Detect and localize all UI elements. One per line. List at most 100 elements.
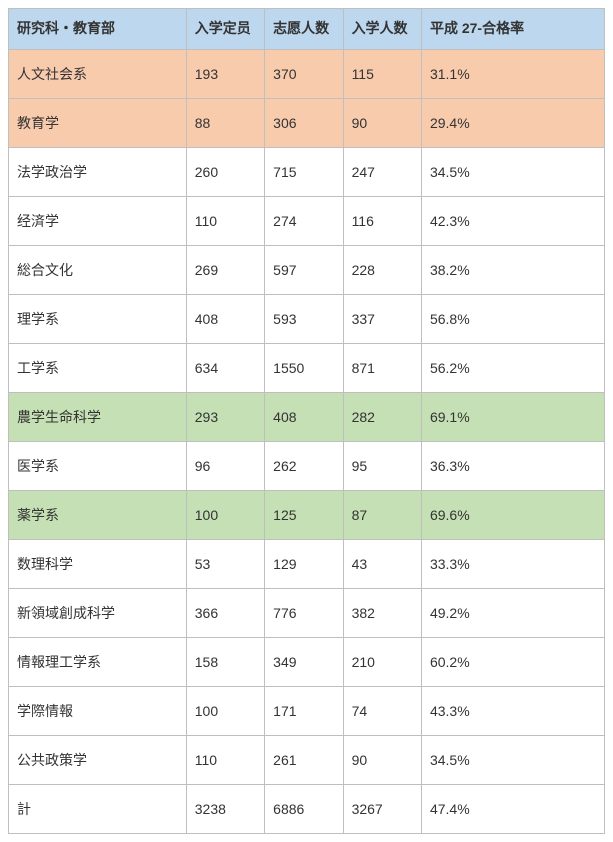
cell-rate: 34.5% bbox=[421, 735, 604, 784]
table-body: 人文社会系19337011531.1%教育学883069029.4%法学政治学2… bbox=[9, 49, 605, 833]
cell-dept: 经済学 bbox=[9, 196, 187, 245]
cell-rate: 31.1% bbox=[421, 49, 604, 98]
cell-enrolled: 95 bbox=[343, 441, 421, 490]
cell-rate: 43.3% bbox=[421, 686, 604, 735]
cell-capacity: 100 bbox=[186, 686, 264, 735]
cell-rate: 69.1% bbox=[421, 392, 604, 441]
table-row: 情報理工学系15834921060.2% bbox=[9, 637, 605, 686]
cell-applicants: 262 bbox=[265, 441, 343, 490]
cell-rate: 47.4% bbox=[421, 784, 604, 833]
cell-capacity: 408 bbox=[186, 294, 264, 343]
cell-applicants: 408 bbox=[265, 392, 343, 441]
table-row: 薬学系1001258769.6% bbox=[9, 490, 605, 539]
cell-enrolled: 871 bbox=[343, 343, 421, 392]
table-row: 農学生命科学29340828269.1% bbox=[9, 392, 605, 441]
cell-dept: 新領域創成科学 bbox=[9, 588, 187, 637]
table-header: 研究科・教育部入学定员志愿人数入学人数平成 27-合格率 bbox=[9, 9, 605, 50]
cell-capacity: 269 bbox=[186, 245, 264, 294]
table-row: 公共政策学1102619034.5% bbox=[9, 735, 605, 784]
table-row: 新領域創成科学36677638249.2% bbox=[9, 588, 605, 637]
cell-applicants: 6886 bbox=[265, 784, 343, 833]
header-capacity: 入学定员 bbox=[186, 9, 264, 50]
cell-capacity: 260 bbox=[186, 147, 264, 196]
cell-applicants: 715 bbox=[265, 147, 343, 196]
header-rate: 平成 27-合格率 bbox=[421, 9, 604, 50]
cell-applicants: 171 bbox=[265, 686, 343, 735]
cell-capacity: 100 bbox=[186, 490, 264, 539]
table-row: 学際情報1001717443.3% bbox=[9, 686, 605, 735]
cell-enrolled: 210 bbox=[343, 637, 421, 686]
header-enrolled: 入学人数 bbox=[343, 9, 421, 50]
table-row: 教育学883069029.4% bbox=[9, 98, 605, 147]
cell-rate: 42.3% bbox=[421, 196, 604, 245]
cell-dept: 教育学 bbox=[9, 98, 187, 147]
cell-dept: 理学系 bbox=[9, 294, 187, 343]
cell-dept: 農学生命科学 bbox=[9, 392, 187, 441]
table-row: 総合文化26959722838.2% bbox=[9, 245, 605, 294]
cell-rate: 36.3% bbox=[421, 441, 604, 490]
cell-dept: 工学系 bbox=[9, 343, 187, 392]
cell-applicants: 349 bbox=[265, 637, 343, 686]
cell-dept: 医学系 bbox=[9, 441, 187, 490]
cell-applicants: 370 bbox=[265, 49, 343, 98]
cell-capacity: 110 bbox=[186, 735, 264, 784]
cell-rate: 34.5% bbox=[421, 147, 604, 196]
header-applicants: 志愿人数 bbox=[265, 9, 343, 50]
cell-rate: 69.6% bbox=[421, 490, 604, 539]
cell-dept: 人文社会系 bbox=[9, 49, 187, 98]
cell-applicants: 776 bbox=[265, 588, 343, 637]
cell-enrolled: 43 bbox=[343, 539, 421, 588]
table-row: 法学政治学26071524734.5% bbox=[9, 147, 605, 196]
cell-capacity: 3238 bbox=[186, 784, 264, 833]
table-row: 经済学11027411642.3% bbox=[9, 196, 605, 245]
cell-enrolled: 3267 bbox=[343, 784, 421, 833]
cell-enrolled: 337 bbox=[343, 294, 421, 343]
cell-applicants: 125 bbox=[265, 490, 343, 539]
cell-dept: 公共政策学 bbox=[9, 735, 187, 784]
table-row: 工学系634155087156.2% bbox=[9, 343, 605, 392]
cell-dept: 計 bbox=[9, 784, 187, 833]
cell-rate: 38.2% bbox=[421, 245, 604, 294]
cell-applicants: 129 bbox=[265, 539, 343, 588]
cell-rate: 29.4% bbox=[421, 98, 604, 147]
cell-rate: 56.2% bbox=[421, 343, 604, 392]
cell-enrolled: 282 bbox=[343, 392, 421, 441]
cell-capacity: 293 bbox=[186, 392, 264, 441]
cell-rate: 60.2% bbox=[421, 637, 604, 686]
cell-applicants: 593 bbox=[265, 294, 343, 343]
cell-dept: 情報理工学系 bbox=[9, 637, 187, 686]
table-row: 理学系40859333756.8% bbox=[9, 294, 605, 343]
cell-capacity: 634 bbox=[186, 343, 264, 392]
cell-capacity: 96 bbox=[186, 441, 264, 490]
cell-enrolled: 382 bbox=[343, 588, 421, 637]
cell-capacity: 193 bbox=[186, 49, 264, 98]
cell-applicants: 597 bbox=[265, 245, 343, 294]
table-row: 医学系962629536.3% bbox=[9, 441, 605, 490]
cell-enrolled: 90 bbox=[343, 98, 421, 147]
cell-enrolled: 90 bbox=[343, 735, 421, 784]
cell-enrolled: 115 bbox=[343, 49, 421, 98]
cell-applicants: 261 bbox=[265, 735, 343, 784]
cell-rate: 56.8% bbox=[421, 294, 604, 343]
cell-capacity: 158 bbox=[186, 637, 264, 686]
cell-capacity: 88 bbox=[186, 98, 264, 147]
cell-rate: 49.2% bbox=[421, 588, 604, 637]
cell-rate: 33.3% bbox=[421, 539, 604, 588]
table-row: 計32386886326747.4% bbox=[9, 784, 605, 833]
cell-capacity: 110 bbox=[186, 196, 264, 245]
cell-enrolled: 87 bbox=[343, 490, 421, 539]
admissions-table: 研究科・教育部入学定员志愿人数入学人数平成 27-合格率 人文社会系193370… bbox=[8, 8, 605, 834]
header-dept: 研究科・教育部 bbox=[9, 9, 187, 50]
cell-applicants: 274 bbox=[265, 196, 343, 245]
cell-dept: 総合文化 bbox=[9, 245, 187, 294]
cell-enrolled: 228 bbox=[343, 245, 421, 294]
cell-applicants: 1550 bbox=[265, 343, 343, 392]
cell-capacity: 53 bbox=[186, 539, 264, 588]
table-row: 人文社会系19337011531.1% bbox=[9, 49, 605, 98]
cell-capacity: 366 bbox=[186, 588, 264, 637]
cell-dept: 法学政治学 bbox=[9, 147, 187, 196]
cell-applicants: 306 bbox=[265, 98, 343, 147]
cell-enrolled: 247 bbox=[343, 147, 421, 196]
cell-dept: 薬学系 bbox=[9, 490, 187, 539]
cell-dept: 学際情報 bbox=[9, 686, 187, 735]
